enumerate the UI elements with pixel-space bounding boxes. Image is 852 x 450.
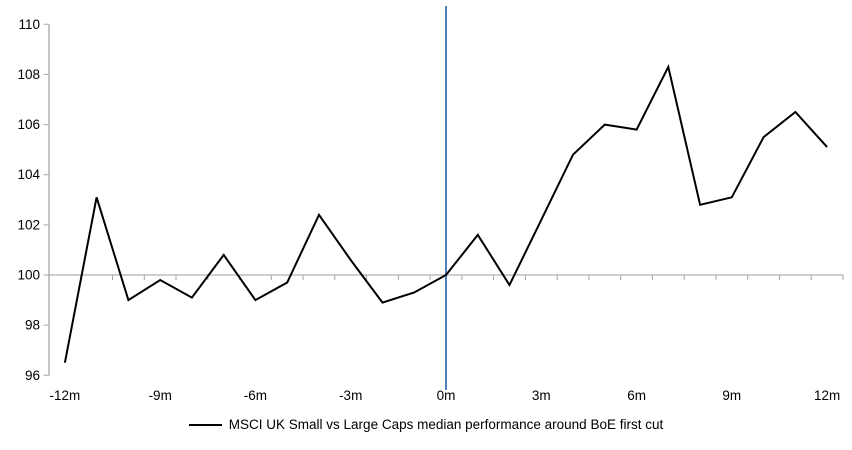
x-tick-label: 3m bbox=[532, 388, 551, 403]
y-tick-label: 110 bbox=[18, 17, 40, 32]
x-tick-label: -3m bbox=[339, 388, 362, 403]
y-tick-label: 96 bbox=[25, 368, 40, 383]
y-tick-label: 104 bbox=[17, 167, 40, 182]
y-axis-ticks bbox=[43, 23, 49, 376]
y-tick-label: 98 bbox=[25, 318, 40, 333]
legend: MSCI UK Small vs Large Caps median perfo… bbox=[0, 417, 852, 432]
y-tick-label: 102 bbox=[17, 217, 40, 232]
y-tick-label: 106 bbox=[17, 117, 40, 132]
x-tick-label: 12m bbox=[814, 388, 840, 403]
x-tick-label: -9m bbox=[149, 388, 172, 403]
x-tick-label: -12m bbox=[50, 388, 81, 403]
x-tick-label: 9m bbox=[722, 388, 741, 403]
legend-line-swatch bbox=[188, 423, 222, 426]
x-tick-label: -6m bbox=[244, 388, 267, 403]
x-tick-label: 0m bbox=[437, 388, 456, 403]
x-tick-label: 6m bbox=[627, 388, 646, 403]
y-tick-label: 108 bbox=[17, 67, 40, 82]
legend-label: MSCI UK Small vs Large Caps median perfo… bbox=[228, 417, 664, 432]
series-line bbox=[63, 63, 828, 363]
y-tick-label: 100 bbox=[17, 268, 40, 283]
